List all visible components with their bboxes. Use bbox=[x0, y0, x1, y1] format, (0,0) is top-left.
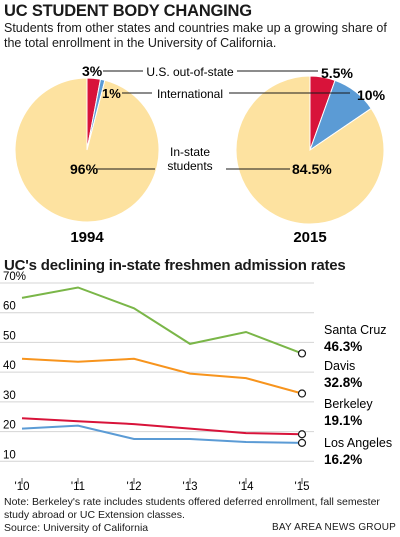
series-value-label: 32.8% bbox=[324, 375, 362, 390]
pie-slice bbox=[14, 77, 160, 223]
pie-value-label: 10% bbox=[357, 87, 386, 103]
series-name-label: Santa Cruz bbox=[324, 323, 387, 337]
y-tick-label: 50 bbox=[3, 330, 16, 342]
series-end-marker bbox=[297, 349, 307, 358]
pie-value-label: 3% bbox=[82, 63, 103, 79]
x-tick-label: '14 bbox=[239, 481, 255, 493]
x-tick-label: '12 bbox=[127, 481, 142, 493]
pie-value-label: 1% bbox=[102, 86, 121, 101]
pie-value-label: 5.5% bbox=[321, 65, 353, 81]
series-name-label: Berkeley bbox=[324, 397, 373, 411]
x-tick-label: '15 bbox=[295, 481, 310, 493]
chart-subtitle: Students from other states and countries… bbox=[4, 21, 387, 50]
series-line bbox=[21, 357, 303, 395]
pie-charts: 1994 2015 U.S. out-of-state International In… bbox=[14, 63, 386, 246]
slice-name-label: U.S. out-of-state bbox=[146, 65, 234, 79]
y-tick-label: 30 bbox=[3, 390, 16, 402]
series-line bbox=[21, 417, 303, 436]
series-line bbox=[21, 424, 303, 444]
pie-slice bbox=[235, 75, 385, 225]
slice-name-label: In-state bbox=[170, 145, 210, 159]
source-credit: Source: University of California bbox=[4, 522, 149, 534]
y-tick-label: 20 bbox=[3, 420, 16, 432]
series-value-label: 46.3% bbox=[324, 339, 362, 354]
pie-value-label: 84.5% bbox=[292, 161, 332, 177]
y-tick-label: 60 bbox=[3, 301, 16, 313]
series-end-marker bbox=[297, 438, 307, 447]
series-value-label: 19.1% bbox=[324, 413, 362, 428]
slice-name-label: students bbox=[167, 159, 212, 173]
x-tick-label: '13 bbox=[183, 481, 198, 493]
line-chart-title: UC's declining in-state freshmen admissi… bbox=[4, 257, 346, 274]
series-name-label: Davis bbox=[324, 359, 355, 373]
series-end-marker bbox=[297, 389, 307, 398]
x-tick-label: '10 bbox=[15, 481, 30, 493]
publisher-credit: BAY AREA NEWS GROUP bbox=[271, 522, 396, 533]
series-line bbox=[21, 286, 303, 355]
pie-year-label: 2015 bbox=[293, 229, 326, 246]
series-end-marker bbox=[297, 430, 307, 439]
x-tick-label: '11 bbox=[71, 481, 85, 493]
pie-year-label: 1994 bbox=[70, 229, 104, 246]
footnote: Note: Berkeley's rate includes students … bbox=[4, 496, 380, 521]
y-tick-label: 10 bbox=[3, 449, 16, 461]
slice-name-label: International bbox=[157, 87, 223, 101]
series-value-label: 16.2% bbox=[324, 452, 362, 467]
pie-value-label: 96% bbox=[70, 161, 99, 177]
y-tick-label: 40 bbox=[3, 360, 16, 372]
series-name-label: Los Angeles bbox=[324, 436, 392, 450]
chart-title: UC STUDENT BODY CHANGING bbox=[4, 2, 252, 20]
